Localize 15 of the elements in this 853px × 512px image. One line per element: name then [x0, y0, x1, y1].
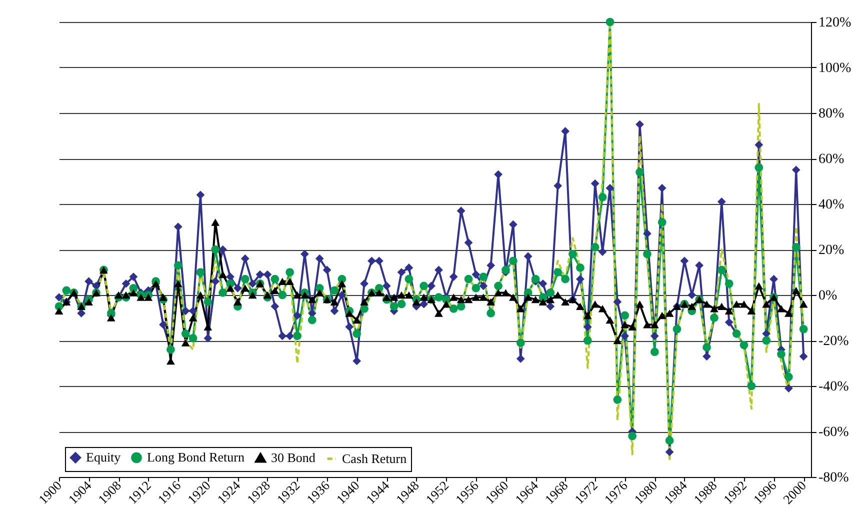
y-tick-label: -80%	[818, 470, 850, 486]
y-tick-label: 60%	[818, 152, 844, 167]
legend-label: Cash Return	[342, 450, 408, 466]
legend-label: 30 Bond	[271, 450, 316, 465]
legend-label: Equity	[86, 450, 122, 465]
y-tick-label: 40%	[818, 198, 844, 212]
y-tick-label: 20%	[818, 243, 844, 258]
y-tick-label: -60%	[818, 425, 850, 440]
y-tick-label: -40%	[818, 380, 850, 394]
y-tick-label: 120%	[818, 16, 852, 30]
y-tick-label: 80%	[818, 106, 844, 122]
y-tick-label: 100%	[818, 61, 852, 76]
legend-label: Long Bond Return	[147, 450, 245, 465]
y-tick-label: 0%	[818, 288, 838, 304]
y-tick-label: -20%	[818, 334, 850, 349]
